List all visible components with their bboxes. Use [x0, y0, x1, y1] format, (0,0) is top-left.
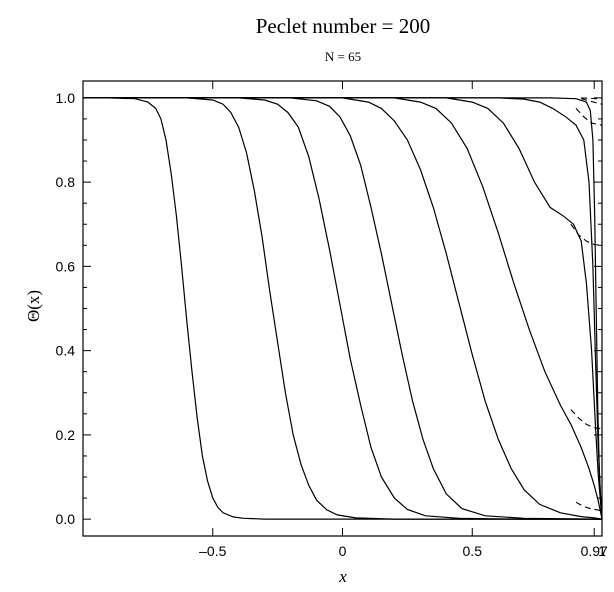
y-tick-label: 0.6 [56, 258, 76, 274]
x-tick-label: 0.97 [581, 543, 608, 559]
y-tick-label: 0.4 [56, 343, 76, 359]
profile-curve-4 [83, 97, 603, 520]
x-tick-label: 0 [339, 543, 347, 559]
x-axis-label: x [338, 567, 347, 586]
dashed-curve-12 [575, 108, 603, 126]
x-axis: –0.5 0 0.5 0.971 [199, 81, 608, 559]
x-tick-label: 1 [598, 543, 606, 559]
y-tick-label: 1.0 [56, 90, 76, 106]
y-tick-label: 0.8 [56, 174, 76, 190]
chart-subtitle: N = 65 [325, 49, 361, 64]
y-tick-label: 0.0 [56, 511, 76, 527]
x-tick-label: –0.5 [199, 543, 226, 559]
x-tick-label: 0.5 [463, 543, 483, 559]
profile-curve-3 [83, 97, 602, 520]
y-axis: 0.0 0.2 0.4 0.6 0.8 1.0 [56, 90, 602, 527]
dashed-curve-11 [581, 98, 603, 105]
chart-title: Peclet number = 200 [256, 14, 431, 38]
y-tick-label: 0.2 [56, 427, 76, 443]
profile-curve-1 [83, 97, 602, 520]
profile-curve-5 [83, 97, 603, 520]
series-group [83, 97, 603, 520]
dashed-curve-14 [570, 409, 603, 430]
dashed-curve-15 [575, 501, 603, 512]
dashed-curve-10 [581, 97, 603, 100]
profile-curve-7 [83, 97, 603, 520]
profile-curve-6 [83, 97, 603, 520]
dashed-curve-13 [570, 223, 603, 246]
profile-curve-2 [83, 97, 602, 520]
y-axis-label: Θ(x) [24, 290, 43, 322]
profile-curve-8 [83, 97, 603, 520]
plot-frame [82, 80, 603, 537]
profile-curve-9 [83, 97, 603, 520]
